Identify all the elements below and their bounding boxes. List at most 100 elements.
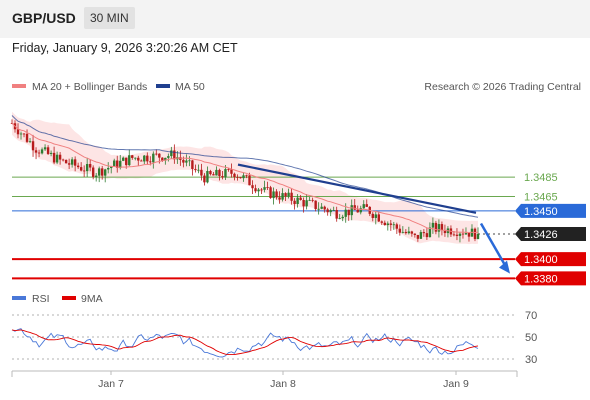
candle [107, 162, 110, 174]
candle [218, 168, 221, 181]
candle [140, 159, 143, 162]
level-label-1.3400: 1.3400 [524, 254, 558, 266]
candle [197, 164, 200, 174]
candle [332, 206, 335, 211]
candle [170, 146, 173, 159]
candle [22, 133, 26, 138]
candle [152, 151, 155, 169]
candle [61, 158, 65, 162]
candle [362, 200, 365, 210]
candle [263, 180, 266, 193]
candle [230, 163, 233, 178]
candle [392, 221, 396, 230]
candle [40, 147, 44, 155]
candle [422, 229, 426, 237]
symbol-title: GBP/USD [12, 10, 76, 26]
candle [191, 159, 194, 176]
trendline [237, 163, 477, 214]
candle [440, 221, 444, 236]
candle [296, 194, 299, 208]
rsi-ma9-line [11, 329, 479, 356]
candle [82, 165, 86, 177]
candle [299, 195, 302, 201]
candle [137, 155, 140, 166]
candle [341, 214, 344, 222]
candle [371, 212, 374, 222]
candle [278, 191, 281, 204]
candle [239, 176, 242, 179]
candle [260, 188, 263, 195]
candle [203, 173, 206, 186]
level-box-1.3450 [515, 203, 586, 218]
candle [431, 217, 435, 234]
ma20-line [11, 122, 479, 234]
candle [52, 146, 56, 165]
candle [143, 155, 146, 165]
ma50-legend-swatch [156, 84, 170, 88]
time-tick-label: Jan 7 [98, 378, 124, 390]
candle [215, 166, 218, 176]
candle [311, 197, 314, 203]
candle [254, 184, 257, 194]
level-label-1.3450: 1.3450 [524, 206, 558, 218]
candle [200, 163, 203, 181]
candle [110, 165, 113, 174]
candle [437, 219, 441, 238]
bollinger-band [12, 111, 478, 245]
candle [359, 205, 362, 215]
candle [100, 165, 104, 180]
candle [76, 162, 80, 169]
candle [395, 222, 399, 234]
level-box-1.3426 [515, 227, 586, 242]
candle [380, 220, 383, 225]
candle [257, 187, 260, 197]
candle [91, 165, 95, 180]
candle [167, 153, 170, 162]
candle [25, 129, 29, 143]
candle [97, 166, 101, 183]
candle [401, 226, 405, 234]
candle [461, 228, 465, 239]
candle [455, 228, 459, 241]
rsi-tick-30: 30 [525, 354, 537, 366]
candle [164, 157, 167, 165]
candle [155, 149, 158, 156]
candle [37, 149, 41, 158]
candle [287, 188, 290, 199]
candle [275, 189, 278, 200]
candle [212, 172, 215, 176]
candle [16, 123, 20, 139]
timeframe-button[interactable]: 30 MIN [84, 7, 135, 29]
candle [242, 172, 245, 182]
top-bar: GBP/USD 30 MIN [0, 0, 590, 38]
candle [194, 164, 197, 173]
candle [428, 222, 432, 238]
candle [34, 147, 38, 160]
candle [49, 150, 53, 157]
candle [473, 227, 477, 242]
candle [122, 156, 125, 162]
candle [209, 169, 212, 176]
candle [46, 145, 50, 155]
candle [131, 154, 134, 160]
candle [425, 227, 429, 240]
candle [398, 224, 402, 236]
candle [116, 155, 119, 173]
candle [338, 214, 341, 220]
candles [10, 119, 480, 243]
candle [419, 229, 423, 240]
rsi-tick-70: 70 [525, 310, 537, 322]
moving-averages [11, 115, 479, 234]
candle [104, 168, 107, 183]
ma9-legend-swatch [62, 296, 76, 300]
rsi-legend-swatch [12, 296, 26, 300]
candle [314, 200, 317, 212]
candle [134, 157, 137, 161]
candle [113, 158, 116, 167]
ma50-line [11, 115, 479, 218]
candle [407, 226, 411, 235]
candle [290, 188, 293, 205]
candle [323, 205, 326, 213]
candle [70, 157, 74, 168]
ma20-legend-swatch [12, 84, 26, 88]
